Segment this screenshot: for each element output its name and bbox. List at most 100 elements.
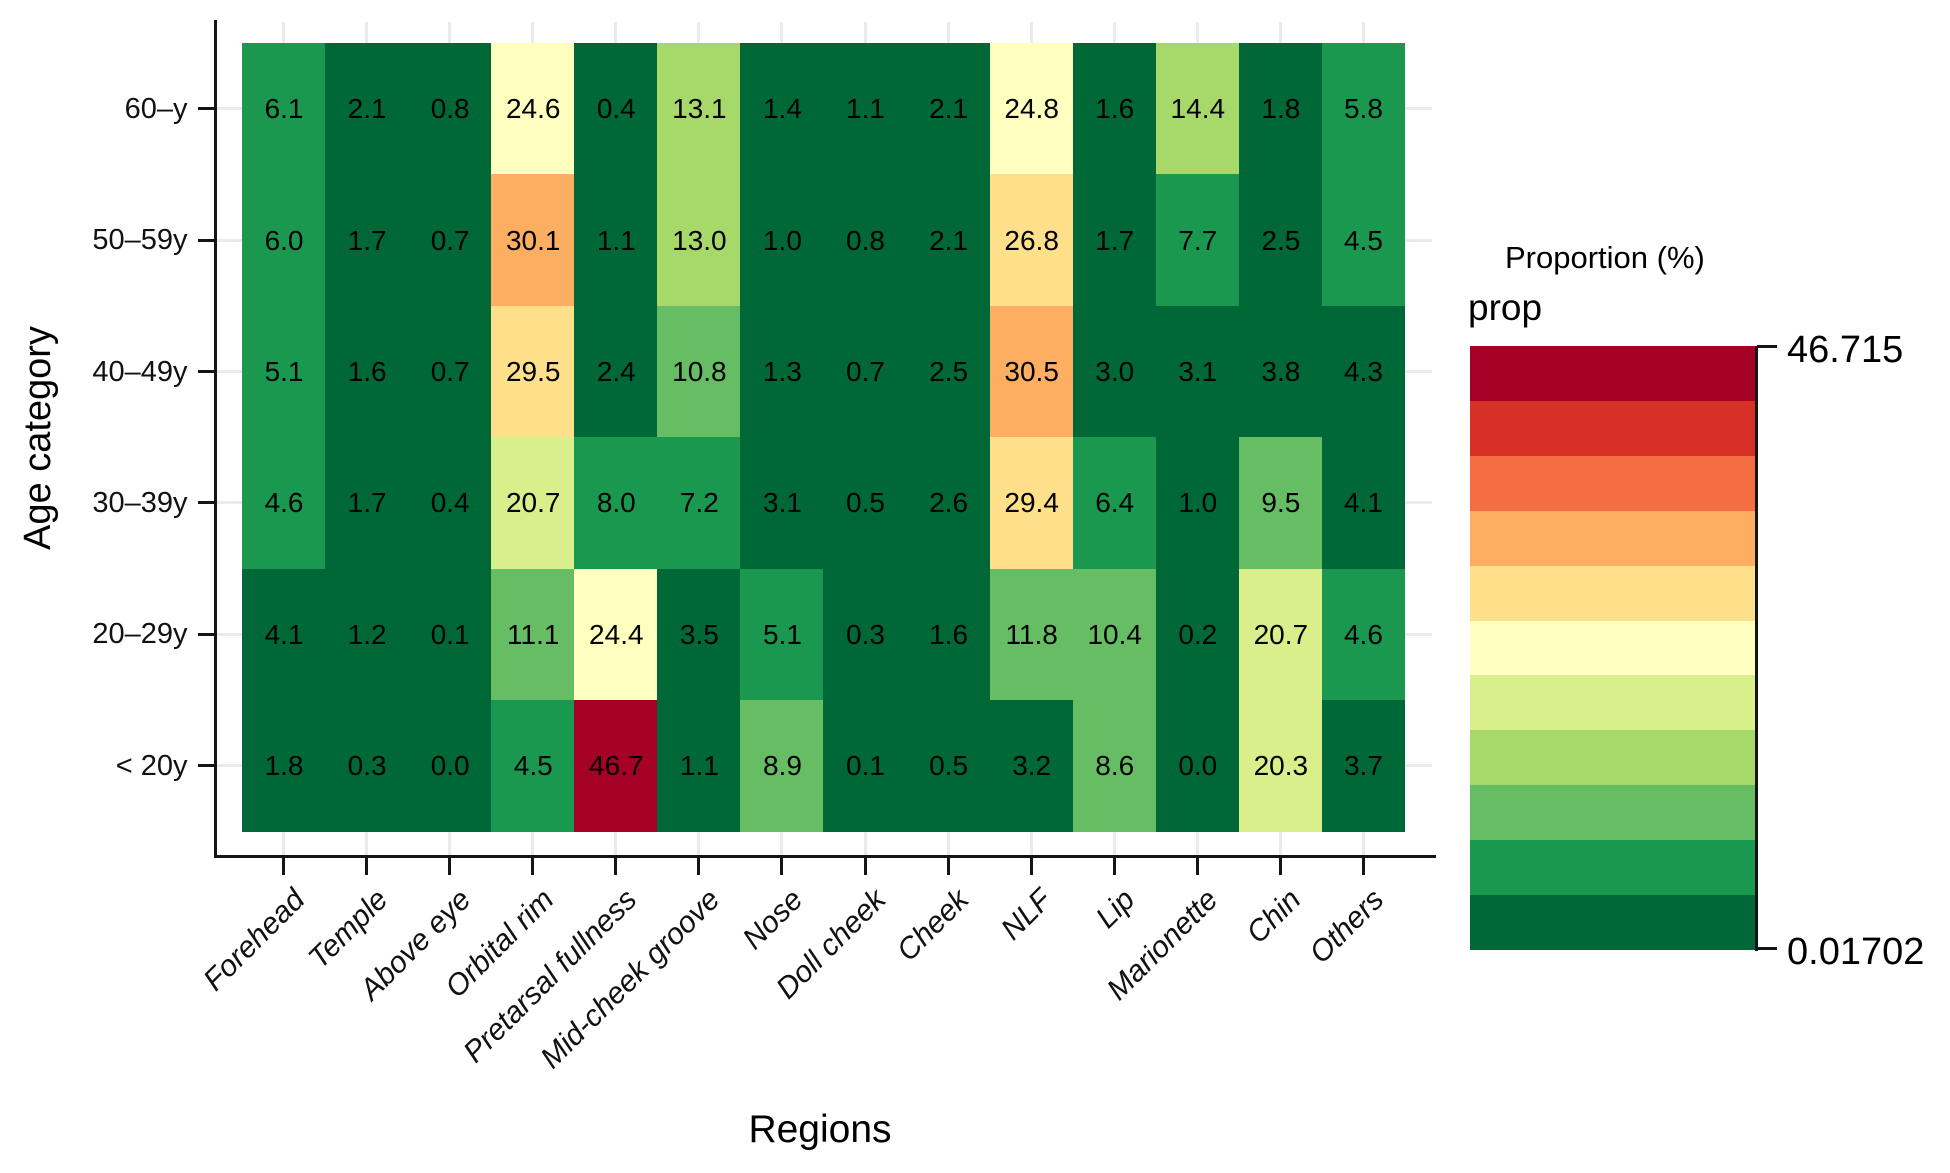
x-axis-tick (1361, 858, 1365, 875)
heatmap-cell: 1.8 (242, 700, 327, 832)
cell-value: 0.4 (596, 93, 636, 125)
heatmap-cell: 1.6 (325, 305, 410, 439)
gridline-stub-right (1404, 501, 1432, 505)
gridline-stub-bottom (863, 831, 867, 855)
heatmap-cell: 1.8 (1238, 43, 1323, 176)
cell-value: 2.1 (929, 224, 969, 256)
cell-value: 0.1 (846, 749, 885, 781)
cell-value: 1.6 (347, 356, 387, 388)
gridline-stub-top (1195, 22, 1199, 43)
heatmap-cell: 5.1 (242, 305, 327, 439)
cell-value: 3.5 (679, 618, 719, 650)
gridline-stub-bottom (946, 831, 950, 855)
heatmap-cell: 5.1 (740, 568, 825, 702)
gridline-stub-bottom (282, 831, 286, 855)
gridline-stub-bottom (365, 831, 369, 855)
gridline-stub-top (1278, 22, 1282, 43)
heatmap-cell: 1.6 (906, 568, 991, 702)
gridline-stub-top (780, 22, 784, 43)
x-axis-tick (365, 858, 369, 875)
heatmap-cell: 1.1 (823, 43, 908, 176)
cell-value: 11.1 (507, 618, 560, 650)
y-axis-label: 30–39y (92, 486, 188, 519)
cell-value: 1.8 (264, 749, 304, 781)
cell-value: 4.6 (1343, 618, 1383, 650)
heatmap-cell: 29.5 (491, 305, 576, 439)
cell-value: 2.6 (929, 487, 969, 519)
cell-value: 4.6 (264, 487, 304, 519)
gridline-stub-bottom (1361, 831, 1365, 855)
colorbar-band (1470, 620, 1757, 677)
heatmap-cell: 7.7 (1155, 174, 1240, 307)
cell-value: 0.4 (430, 487, 470, 519)
x-axis-tick (863, 858, 867, 875)
cell-value: 1.6 (929, 618, 969, 650)
colorbar-band (1470, 565, 1757, 622)
legend-min-label: 0.01702 (1787, 931, 1925, 973)
cell-value: 2.5 (929, 356, 969, 388)
colorbar-band (1470, 785, 1757, 842)
heatmap-cell: 13.1 (657, 43, 742, 176)
x-axis-tick (1195, 858, 1199, 875)
heatmap-cell: 1.0 (1155, 437, 1240, 570)
gridline-stub-left (217, 501, 242, 505)
heatmap-cell: 0.7 (408, 305, 493, 439)
legend-name: prop (1468, 287, 1543, 328)
cell-value: 1.7 (347, 487, 387, 519)
cell-value: 0.3 (347, 749, 387, 781)
cell-value: 30.1 (505, 224, 561, 256)
colorbar-band (1470, 895, 1757, 950)
gridline-stub-top (1361, 22, 1365, 43)
y-axis-tick (197, 370, 214, 374)
gridline-stub-right (1404, 370, 1432, 374)
gridline-stub-top (1029, 22, 1033, 43)
cell-value: 24.8 (1004, 93, 1059, 125)
heatmap-cell: 4.3 (1321, 305, 1405, 439)
heatmap-cell: 10.4 (1072, 568, 1157, 702)
heatmap-cell: 0.7 (408, 174, 493, 307)
heatmap-cell: 0.5 (823, 437, 908, 570)
cell-value: 5.1 (264, 356, 304, 388)
gridline-stub-right (1404, 238, 1432, 242)
cell-value: 20.7 (505, 487, 561, 519)
colorbar-band (1470, 400, 1757, 457)
heatmap-cell: 2.6 (906, 437, 991, 570)
cell-value: 7.2 (679, 487, 719, 519)
heatmap-cell: 1.3 (740, 305, 825, 439)
heatmap-cell: 6.4 (1072, 437, 1157, 570)
gridline-stub-left (217, 764, 242, 768)
gridline-stub-bottom (531, 831, 535, 855)
cell-value: 0.7 (430, 356, 470, 388)
heatmap-cell: 0.1 (823, 700, 908, 832)
heatmap-cell: 30.5 (989, 305, 1074, 439)
cell-value: 2.1 (347, 93, 387, 125)
heatmap-cell: 1.6 (1072, 43, 1157, 176)
y-axis-tick (197, 632, 214, 636)
cell-value: 1.1 (679, 749, 719, 781)
gridline-stub-bottom (780, 831, 784, 855)
y-axis-title: Age category (17, 326, 59, 550)
cell-value: 1.6 (1095, 93, 1135, 125)
heatmap-cell: 11.1 (491, 568, 576, 702)
heatmap-cell: 4.1 (242, 568, 327, 702)
heatmap-cell: 2.1 (325, 43, 410, 176)
cell-value: 5.8 (1343, 93, 1383, 125)
gridline-stub-left (217, 238, 242, 242)
cell-value: 1.3 (762, 356, 802, 388)
x-axis-tick (1112, 858, 1116, 875)
cell-value: 1.1 (846, 93, 885, 125)
heatmap-cell: 20.7 (491, 437, 576, 570)
gridline-stub-bottom (614, 831, 618, 855)
heatmap-cell: 1.7 (325, 174, 410, 307)
heatmap-cell: 5.8 (1321, 43, 1405, 176)
cell-value: 8.6 (1095, 749, 1135, 781)
heatmap-cell: 6.1 (242, 43, 327, 176)
gridline-stub-top (282, 22, 286, 43)
heatmap-cell: 26.8 (989, 174, 1074, 307)
heatmap-cell: 0.5 (906, 700, 991, 832)
cell-value: 13.1 (672, 93, 727, 125)
heatmap-cell: 24.4 (574, 568, 659, 702)
cell-value: 1.0 (762, 224, 802, 256)
y-axis-label: < 20y (115, 749, 188, 782)
cell-value: 3.1 (1178, 356, 1218, 388)
